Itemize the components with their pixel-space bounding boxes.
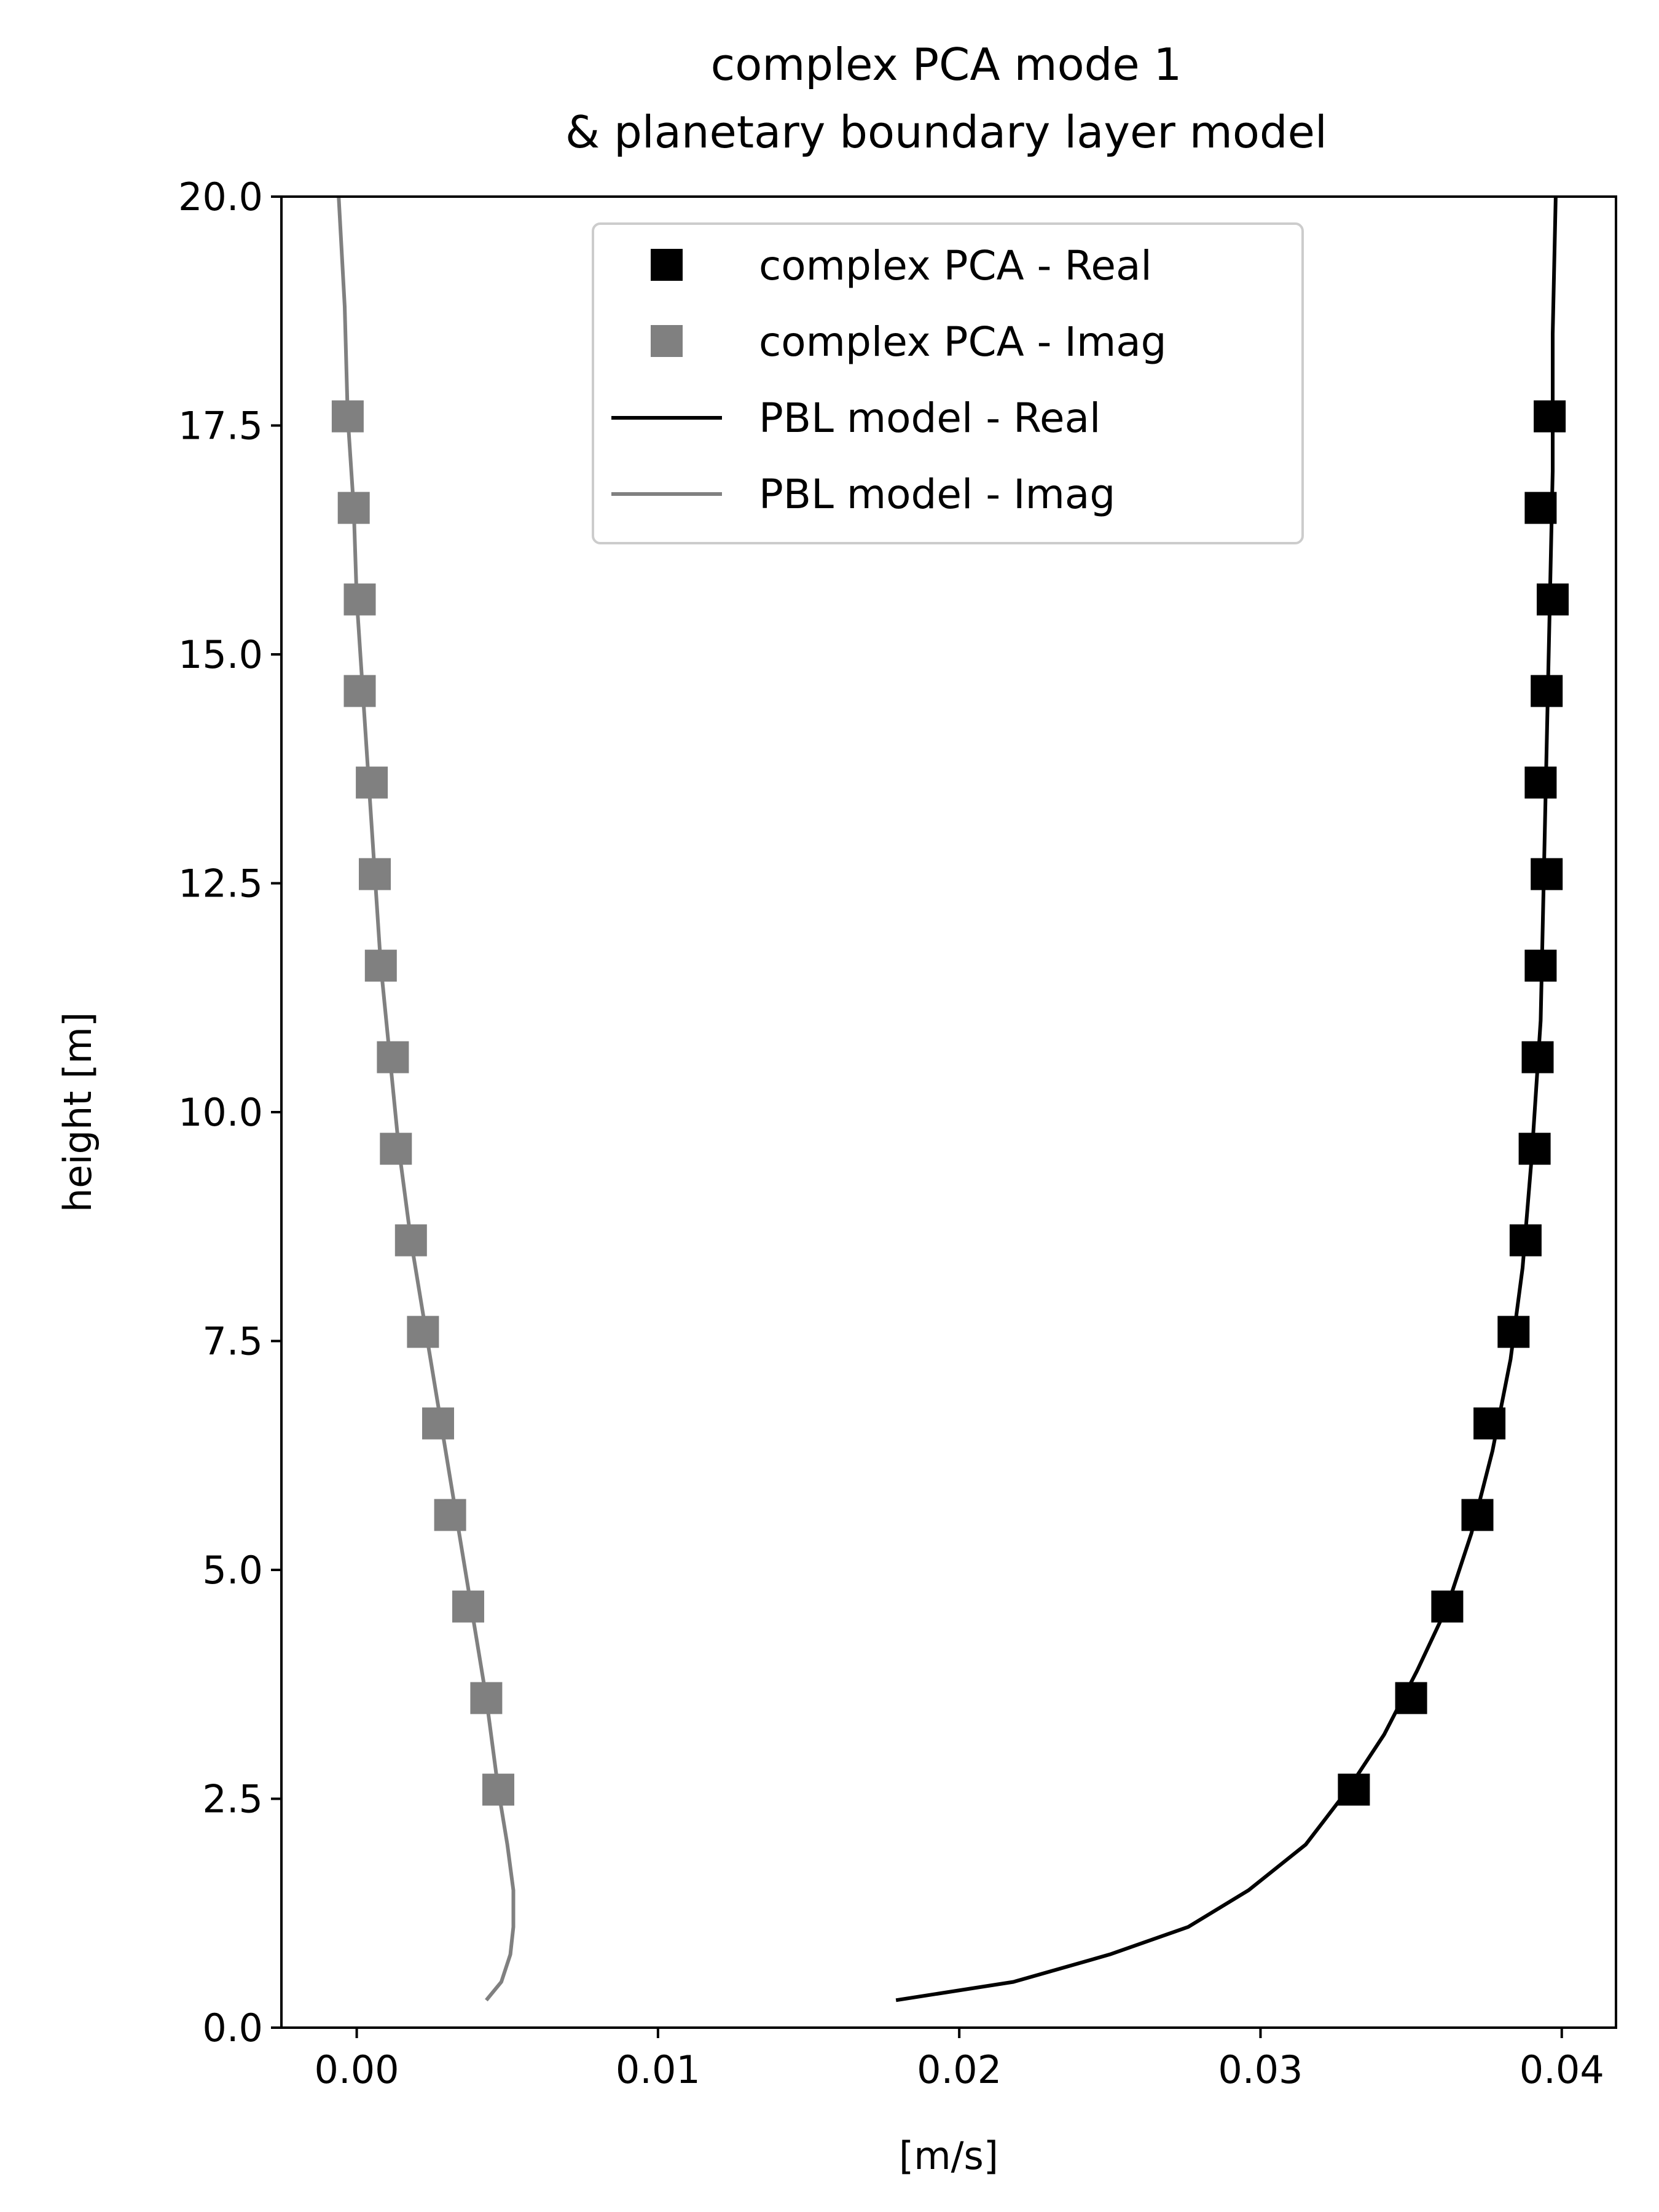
x-tick-label-0: 0.00 [315, 2047, 399, 2092]
x-tick-label-1: 0.01 [616, 2047, 700, 2092]
y-tick-label-4: 10.0 [178, 1090, 263, 1135]
y-tick-label-5: 12.5 [178, 861, 263, 906]
legend-box [592, 222, 1304, 544]
legend: complex PCA - Real complex PCA - Imag PB… [592, 222, 1304, 544]
legend-marker-pca-imag [651, 325, 683, 357]
chart-title-line-2: & planetary boundary layer model [565, 106, 1327, 158]
series-1-marker-3 [434, 1499, 466, 1531]
series-0-marker-15 [1534, 400, 1566, 433]
series-0-marker-8 [1521, 1041, 1554, 1073]
series-1-marker-11 [356, 766, 388, 799]
x-axis: 0.00 0.01 0.02 0.03 0.04 [315, 2028, 1604, 2092]
series-1-marker-7 [380, 1132, 412, 1165]
series-0-marker-6 [1509, 1224, 1542, 1257]
series-0-marker-10 [1531, 858, 1563, 890]
plot-series [331, 197, 1569, 2002]
series-0-marker-0 [1338, 1773, 1370, 1806]
series-0-marker-1 [1395, 1682, 1427, 1714]
x-axis-label: [m/s] [899, 2133, 998, 2178]
series-1-marker-9 [364, 949, 397, 982]
x-tick-label-2: 0.02 [917, 2047, 1002, 2092]
series-0-marker-2 [1431, 1590, 1464, 1623]
legend-entry-pbl-imag: PBL model - Imag [611, 471, 1115, 518]
legend-label-pca-real: complex PCA - Real [759, 242, 1152, 289]
legend-entry-pca-imag: complex PCA - Imag [651, 318, 1167, 366]
series-1-marker-5 [407, 1316, 439, 1348]
series-1-marker-12 [343, 675, 376, 707]
series-1-marker-14 [337, 492, 370, 524]
series-1-marker-4 [422, 1407, 454, 1440]
y-axis-label: height [m] [55, 1012, 100, 1212]
series-1-marker-10 [359, 858, 391, 890]
series-0-marker-13 [1537, 583, 1569, 616]
series-1-marker-2 [452, 1590, 484, 1623]
series-0-marker-11 [1524, 766, 1557, 799]
legend-label-pbl-real: PBL model - Real [759, 394, 1100, 442]
legend-entry-pca-real: complex PCA - Real [651, 242, 1152, 289]
series-1-marker-6 [394, 1224, 427, 1257]
y-tick-label-3: 7.5 [202, 1319, 263, 1364]
series-0-marker-3 [1461, 1499, 1494, 1531]
series-0-marker-9 [1524, 949, 1557, 982]
legend-label-pbl-imag: PBL model - Imag [759, 471, 1115, 518]
series-1-marker-1 [470, 1682, 503, 1714]
chart-title-line-1: complex PCA mode 1 [711, 39, 1182, 90]
y-tick-label-6: 15.0 [178, 632, 263, 677]
series-0-marker-4 [1473, 1407, 1506, 1440]
series-0-marker-12 [1531, 675, 1563, 707]
chart-title: complex PCA mode 1 & planetary boundary … [565, 39, 1327, 158]
legend-label-pca-imag: complex PCA - Imag [759, 318, 1167, 366]
series-1-marker-15 [331, 400, 364, 433]
y-tick-label-8: 20.0 [178, 175, 263, 219]
x-tick-label-3: 0.03 [1218, 2047, 1303, 2092]
y-tick-label-0: 0.0 [202, 2006, 263, 2050]
legend-marker-pca-real [651, 249, 683, 281]
series-0-marker-5 [1497, 1316, 1530, 1348]
y-tick-label-7: 17.5 [178, 404, 263, 449]
series-0-marker-14 [1524, 492, 1557, 524]
y-tick-label-2: 5.0 [202, 1548, 263, 1593]
y-axis: 0.0 2.5 5.0 7.5 10.0 12.5 15.0 17.5 20.0 [178, 175, 281, 2050]
series-1-marker-8 [377, 1041, 409, 1073]
series-1-marker-0 [482, 1773, 514, 1806]
legend-entry-pbl-real: PBL model - Real [611, 394, 1100, 442]
series-0-marker-7 [1518, 1132, 1551, 1165]
x-tick-label-4: 0.04 [1520, 2047, 1604, 2092]
series-1-marker-13 [343, 583, 376, 616]
y-tick-label-1: 2.5 [202, 1777, 263, 1822]
